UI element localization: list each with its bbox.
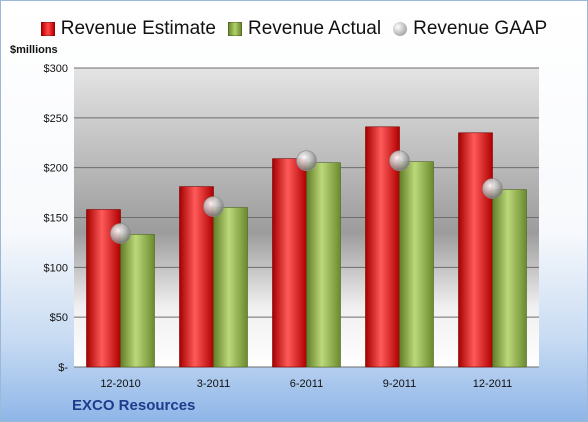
y-tick-label: $200 [44,163,68,175]
y-tick-label: $100 [44,262,68,274]
y-axis-unit-label: $millions [10,44,58,56]
legend-label-revenue-actual: Revenue Actual [248,18,382,39]
x-tick-label: 9-2011 [383,378,416,390]
bars-layer [86,126,527,368]
markers-layer [110,150,503,244]
x-tick-label: 12-2010 [100,378,140,390]
legend-item-revenue-estimate: Revenue Estimate [40,18,216,40]
marker-revenue-gaap [389,150,410,171]
legend-swatch-revenue-actual [228,22,242,36]
x-tick-label: 3-2011 [197,378,230,390]
y-tick-label: $300 [44,63,68,75]
legend-item-revenue-gaap: Revenue GAAP [393,18,547,40]
bar-revenue-actual [399,161,434,368]
legend-label-revenue-estimate: Revenue Estimate [60,18,216,39]
y-tick-label: $50 [50,312,68,324]
y-tick-label: $150 [44,213,68,225]
bar-revenue-estimate [179,186,214,368]
legend-item-revenue-actual: Revenue Actual [228,18,381,40]
x-tick-label: 6-2011 [290,378,323,390]
x-tick-label: 12-2011 [473,378,513,390]
bar-revenue-estimate [272,158,307,368]
y-tick-label: $250 [44,113,68,125]
legend-swatch-revenue-estimate [40,22,55,36]
bar-revenue-actual [213,207,248,368]
marker-revenue-gaap [203,196,224,217]
legend: Revenue Estimate Revenue Actual Revenue … [0,14,588,44]
marker-revenue-gaap [482,178,503,199]
y-tick-label: $- [58,362,68,374]
x-axis-ticks: 12-2010 3-2011 6-2011 9-2011 12-2011 [100,378,512,390]
bar-revenue-actual [120,234,155,368]
y-axis-ticks: $- $50 $100 $150 $200 $250 $300 [44,63,69,374]
company-name: EXCO Resources [72,397,196,414]
marker-revenue-gaap [110,223,131,244]
legend-swatch-revenue-gaap [393,22,408,36]
bar-revenue-actual [492,189,527,368]
legend-label-revenue-gaap: Revenue GAAP [413,18,548,39]
marker-revenue-gaap [296,150,317,171]
bar-revenue-estimate [458,132,493,368]
bar-revenue-actual [306,162,341,368]
